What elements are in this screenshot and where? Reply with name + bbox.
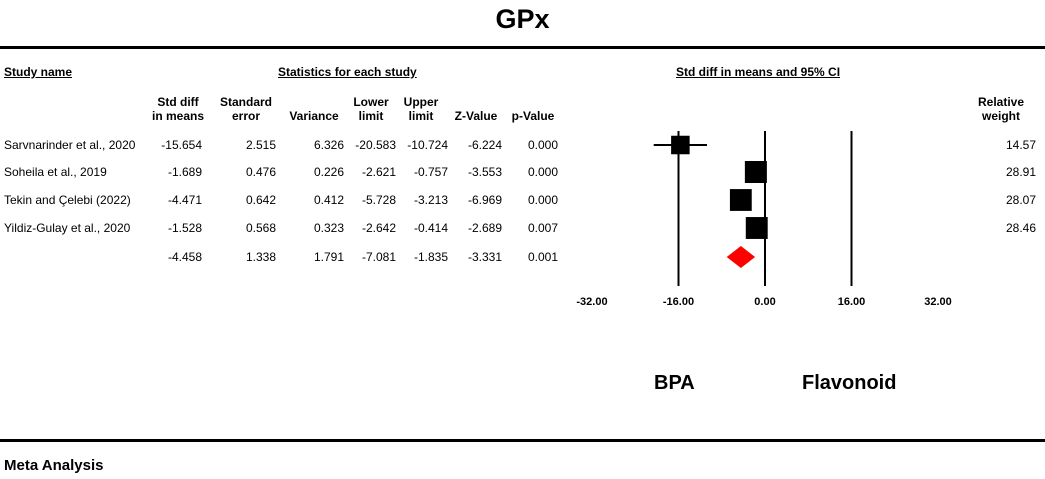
summary-std-diff: -4.458 (167, 250, 202, 264)
x-tick-label: -32.00 (576, 296, 607, 308)
p-value: 0.000 (527, 138, 558, 152)
summary-diamond (726, 246, 756, 268)
summary-variance: 1.791 (313, 250, 344, 264)
summary-upper: -1.835 (413, 250, 448, 264)
study-marker (744, 161, 767, 183)
lower-value: -2.642 (361, 221, 396, 235)
right-direction-label: Flavonoid (802, 372, 897, 394)
study-name: Sarvnarinder et al., 2020 (4, 138, 136, 152)
upper-value: -10.724 (407, 138, 448, 152)
weight-value: 28.07 (1005, 193, 1036, 207)
weight-value: 14.57 (1005, 138, 1036, 152)
std-diff-value: -15.654 (161, 138, 202, 152)
std-err-value: 0.568 (245, 221, 276, 235)
x-tick-label: -16.00 (663, 296, 694, 308)
stats-section-header: Statistics for each study (278, 65, 417, 79)
col-header-std-diff-line1: Std diff (157, 95, 199, 109)
study-marker (671, 135, 690, 155)
col-header-std-diff: Std diff in means (146, 95, 210, 123)
x-tick-label: 0.00 (754, 296, 775, 308)
footer-label: Meta Analysis (4, 457, 104, 474)
col-header-pvalue: p-Value (511, 109, 555, 123)
summary-row: -4.458 1.338 1.791 -7.081 -1.835 -3.331 … (0, 250, 1045, 266)
table-row: Tekin and Çelebi (2022) -4.471 0.642 0.4… (0, 193, 1045, 209)
chart-title: GPx (495, 4, 550, 34)
col-header-weight: Relative weight (966, 95, 1036, 123)
std-diff-value: -4.471 (167, 193, 202, 207)
z-value: -2.689 (467, 221, 502, 235)
variance-value: 6.326 (313, 138, 344, 152)
weight-value: 28.46 (1005, 221, 1036, 235)
upper-value: -0.414 (413, 221, 448, 235)
col-header-lower: Lower limit (346, 95, 396, 123)
col-header-zvalue: Z-Value (454, 109, 498, 123)
plot-section-header: Std diff in means and 95% CI (676, 65, 841, 79)
col-header-lower-line2: limit (358, 109, 384, 123)
weight-value: 28.91 (1005, 165, 1036, 179)
x-tick-label: 32.00 (924, 296, 952, 308)
left-direction-label: BPA (654, 372, 695, 394)
table-row: Soheila et al., 2019 -1.689 0.476 0.226 … (0, 165, 1045, 181)
col-header-weight-line2: weight (982, 109, 1020, 123)
z-value: -6.969 (467, 193, 502, 207)
col-header-upper-line1: Upper (403, 95, 439, 109)
col-header-lower-line1: Lower (353, 95, 389, 109)
p-value: 0.007 (527, 221, 558, 235)
study-name-header: Study name (4, 65, 73, 79)
lower-value: -2.621 (361, 165, 396, 179)
x-tick-label: 16.00 (838, 296, 866, 308)
summary-lower: -7.081 (361, 250, 396, 264)
col-header-std-err-line1: Standard (219, 95, 272, 109)
col-header-upper-line2: limit (408, 109, 434, 123)
bottom-rule (0, 439, 1045, 442)
col-header-std-err-line2: error (231, 109, 260, 123)
study-marker (745, 217, 768, 239)
top-rule (0, 46, 1045, 49)
std-err-value: 0.642 (245, 193, 276, 207)
upper-value: -0.757 (413, 165, 448, 179)
z-value: -6.224 (467, 138, 502, 152)
study-name: Yildiz-Gulay et al., 2020 (4, 221, 131, 235)
std-err-value: 2.515 (245, 138, 276, 152)
upper-value: -3.213 (413, 193, 448, 207)
variance-value: 0.323 (313, 221, 344, 235)
std-diff-value: -1.528 (167, 221, 202, 235)
study-marker (729, 189, 752, 211)
z-value: -3.553 (467, 165, 502, 179)
variance-value: 0.226 (313, 165, 344, 179)
table-row: Sarvnarinder et al., 2020 -15.654 2.515 … (0, 138, 1045, 154)
std-diff-value: -1.689 (167, 165, 202, 179)
col-header-std-err: Standard error (214, 95, 278, 123)
col-header-weight-line1: Relative (977, 95, 1025, 109)
p-value: 0.000 (527, 165, 558, 179)
std-err-value: 0.476 (245, 165, 276, 179)
col-header-upper: Upper limit (396, 95, 446, 123)
summary-z: -3.331 (467, 250, 502, 264)
lower-value: -20.583 (355, 138, 396, 152)
lower-value: -5.728 (361, 193, 396, 207)
summary-p: 0.001 (527, 250, 558, 264)
col-header-variance: Variance (289, 109, 339, 123)
p-value: 0.000 (527, 193, 558, 207)
summary-std-err: 1.338 (245, 250, 276, 264)
col-header-std-diff-line2: in means (151, 109, 205, 123)
variance-value: 0.412 (313, 193, 344, 207)
study-name: Tekin and Çelebi (2022) (4, 193, 131, 207)
table-row: Yildiz-Gulay et al., 2020 -1.528 0.568 0… (0, 221, 1045, 237)
study-name: Soheila et al., 2019 (4, 165, 107, 179)
